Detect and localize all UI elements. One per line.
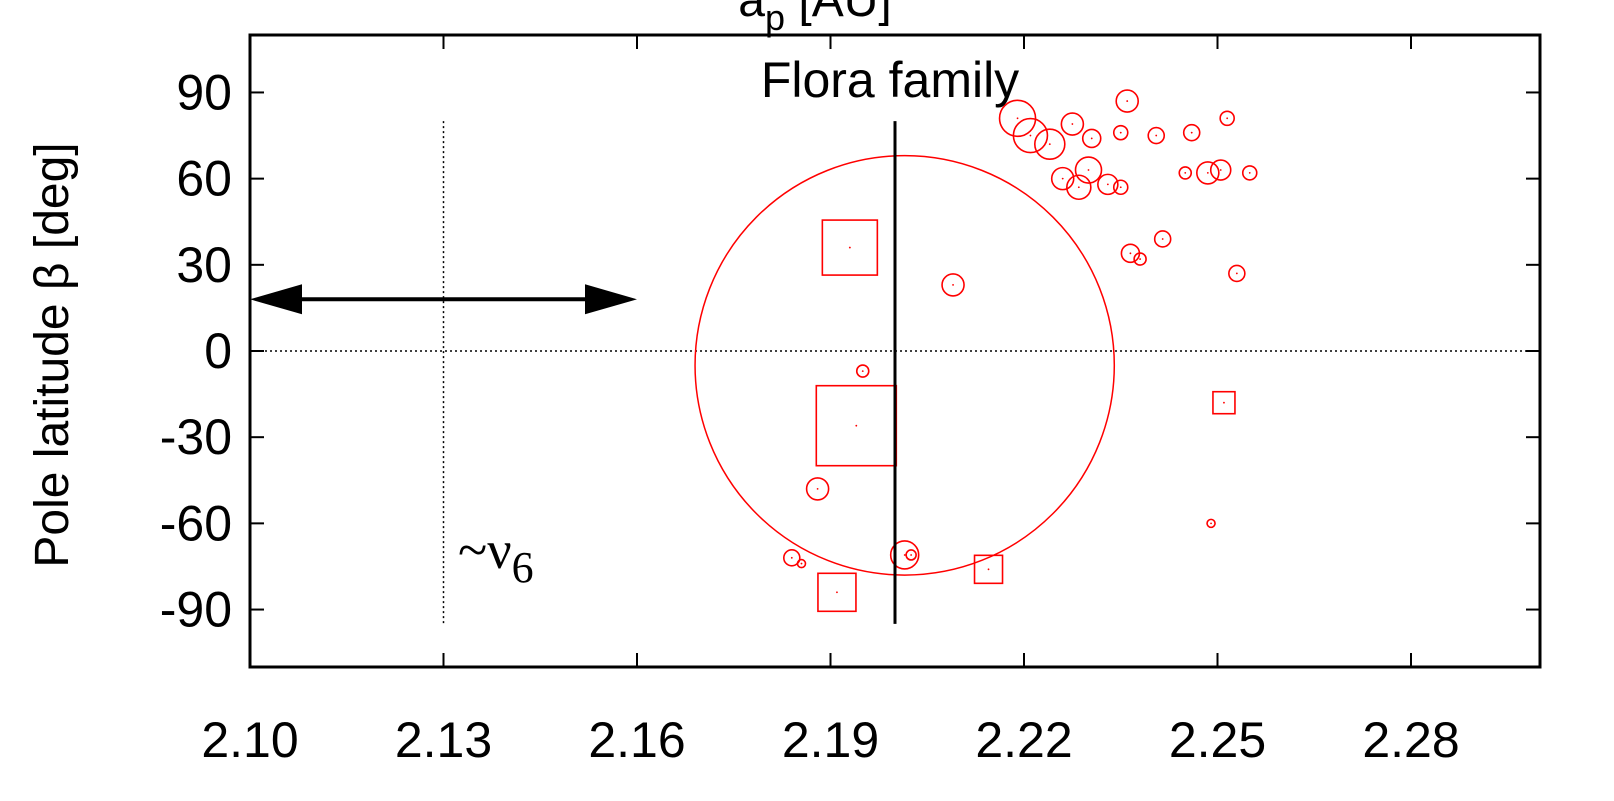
data-point-center	[1223, 401, 1225, 404]
y-tick-label: 0	[204, 323, 232, 379]
data-point-square	[1212, 390, 1236, 415]
data-point-center	[1139, 258, 1141, 260]
x-tick-label: 2.13	[395, 712, 492, 768]
x-tick-label: 2.19	[782, 712, 879, 768]
data-point-center	[836, 591, 838, 594]
data-point-circle	[782, 549, 801, 567]
data-point-circle	[1228, 264, 1246, 283]
data-point-circle	[1182, 123, 1201, 142]
nu6-label-prefix: ~ν	[458, 520, 512, 580]
data-point-center	[1161, 238, 1164, 240]
data-point-circle	[1178, 166, 1193, 180]
data-point-center	[987, 568, 990, 571]
data-point-square	[821, 219, 879, 276]
data-point-center	[861, 370, 864, 373]
family-circle	[694, 154, 1116, 576]
data-point-center	[1106, 183, 1109, 186]
y-axis-label: Pole latitude β [deg]	[26, 142, 79, 567]
data-point-circle	[1112, 124, 1129, 141]
x-tick-label: 2.28	[1362, 712, 1459, 768]
y-tick-label: -30	[160, 409, 232, 465]
data-point-circle	[1081, 128, 1102, 149]
data-point-circle	[1034, 128, 1066, 160]
data-point-circle	[1097, 173, 1119, 196]
data-point-circle	[855, 364, 870, 378]
data-point-circle	[1112, 179, 1129, 196]
data-point-center	[1129, 252, 1132, 255]
y-tick-label: -90	[160, 582, 232, 638]
data-point-circle	[1050, 166, 1075, 191]
y-tick-label: 30	[176, 237, 232, 293]
chart-title-sub: p	[765, 0, 785, 38]
chart-title-main: a	[738, 0, 765, 27]
data-point-center	[1016, 117, 1019, 120]
data-point-square	[817, 572, 857, 613]
data-point-center	[1061, 177, 1064, 180]
x-tick-label: 2.16	[588, 712, 685, 768]
y-tick-label: -60	[160, 495, 232, 551]
data-point-square	[973, 554, 1004, 585]
x-tick-label: 2.25	[1169, 712, 1266, 768]
data-point-circle	[1074, 156, 1103, 184]
chart-title: ap [AU]	[738, 0, 891, 38]
data-point-circle	[1196, 161, 1220, 185]
data-point-center	[1090, 137, 1093, 140]
data-point-center	[1206, 171, 1209, 174]
data-point-center	[952, 284, 954, 286]
data-point-center	[1190, 131, 1193, 134]
data-point-circle	[796, 558, 807, 569]
data-point-circle	[889, 540, 920, 570]
x-tick-label: 2.22	[975, 712, 1072, 768]
data-point-circle	[1206, 518, 1216, 529]
data-point-center	[1119, 186, 1122, 189]
data-point-circle	[998, 99, 1037, 138]
data-point-center	[800, 562, 803, 565]
data-point-center	[816, 487, 819, 490]
data-point-circle	[1066, 174, 1092, 201]
data-point-circle	[1133, 252, 1147, 266]
arrow-head-left	[250, 284, 302, 315]
data-point-center	[1184, 171, 1187, 174]
data-point-center	[1226, 117, 1229, 120]
data-point-center	[1126, 100, 1129, 102]
data-point-circle	[805, 477, 830, 501]
data-point-center	[1248, 171, 1251, 174]
data-point-circle	[1060, 112, 1085, 136]
nu6-label: ~ν6	[458, 520, 534, 592]
data-point-center	[903, 554, 906, 556]
data-point-circle	[1012, 117, 1049, 154]
data-point-circle	[1241, 165, 1258, 181]
data-point-center	[1155, 134, 1158, 137]
data-point-center	[790, 556, 793, 559]
x-tick-label: 2.10	[201, 712, 298, 768]
y-tick-label: 60	[176, 151, 232, 207]
data-point-circle	[1209, 159, 1232, 181]
data-point-center	[1235, 272, 1238, 275]
family-label: Flora family	[761, 52, 1019, 108]
data-point-center	[1210, 522, 1212, 525]
nu6-label-sub: 6	[512, 543, 534, 592]
chart-title-unit: [AU]	[785, 0, 892, 27]
data-point-circle	[1219, 110, 1235, 127]
data-point-circle	[905, 549, 917, 561]
data-point-center	[855, 424, 858, 427]
data-point-center	[848, 246, 851, 249]
data-point-center	[1077, 186, 1080, 189]
data-point-center	[1029, 134, 1032, 137]
data-point-center	[910, 554, 913, 556]
data-point-center	[1119, 131, 1122, 134]
data-point-center	[1087, 169, 1090, 171]
data-point-center	[1048, 143, 1051, 146]
arrow-head-right	[585, 284, 637, 315]
data-point-circle	[1147, 126, 1166, 145]
data-point-circle	[1153, 230, 1172, 248]
y-tick-label: 90	[176, 64, 232, 120]
data-point-center	[1071, 123, 1074, 125]
data-point-circle	[941, 273, 965, 297]
plot-area	[250, 89, 1540, 624]
data-point-center	[1219, 169, 1222, 171]
data-point-circle	[1115, 89, 1139, 113]
